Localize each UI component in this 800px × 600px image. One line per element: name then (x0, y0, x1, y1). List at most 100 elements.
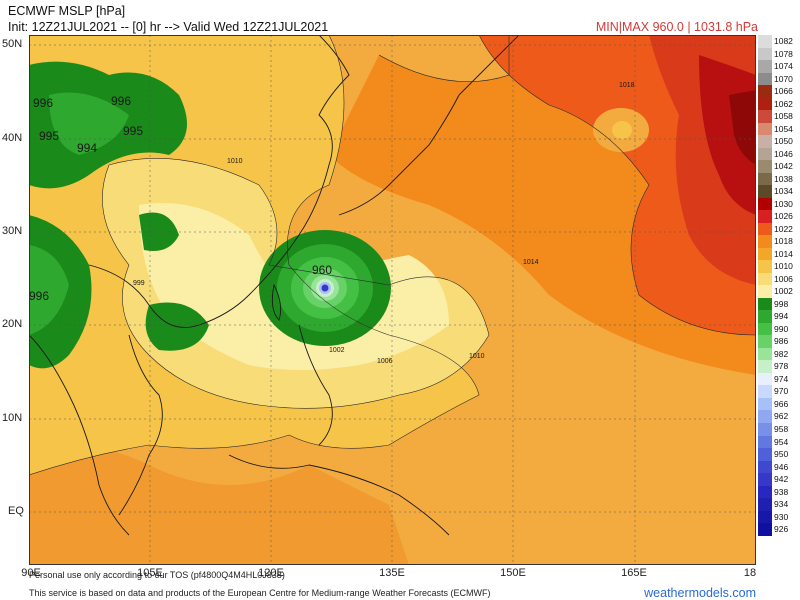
colorbar-level-label: 966 (774, 398, 789, 409)
lat-label-50n: 50N (2, 38, 23, 50)
lon-label-120e: 120E (258, 567, 284, 579)
isobar-lines (29, 35, 756, 476)
colorbar-swatch (758, 410, 772, 423)
colorbar-row: 1038 (758, 172, 800, 186)
brand-link[interactable]: weathermodels.com (644, 586, 756, 600)
colorbar-swatch (758, 85, 772, 98)
contour-label-996: 996 (33, 96, 53, 110)
colorbar-level-label: 1030 (774, 198, 793, 209)
colorbar-swatch (758, 397, 772, 411)
map-frame (29, 35, 756, 565)
colorbar-row: 1062 (758, 97, 800, 111)
init-valid-line: Init: 12Z21JUL2021 -- [0] hr --> Valid W… (8, 20, 329, 34)
coastline-china (88, 35, 350, 328)
colorbar-row: 978 (758, 360, 800, 373)
colorbar-level-label: 998 (774, 298, 789, 309)
colorbar-swatch (758, 122, 772, 136)
colorbar-level-label: 986 (774, 336, 789, 347)
lat-label-40n: 40N (2, 132, 23, 144)
colorbar-swatch (758, 422, 772, 436)
lat-label-10n: 10N (2, 412, 23, 424)
colorbar-level-label: 1058 (774, 111, 793, 122)
colorbar-swatch (758, 222, 772, 236)
contour-label-1018: 1018 (619, 82, 635, 89)
colorbar-swatch (758, 260, 772, 273)
contour-label-1010: 1010 (469, 353, 485, 360)
colorbar-row: 950 (758, 448, 800, 461)
colorbar-level-label: 982 (774, 348, 789, 359)
colorbar-swatch (758, 197, 772, 211)
colorbar-level-label: 1082 (774, 36, 793, 46)
colorbar-level-label: 1046 (774, 148, 793, 159)
contour-label-995: 995 (39, 129, 59, 143)
colorbar-row: 962 (758, 410, 800, 423)
contour-label-group: 960 995 995 994 996 996 996 1010 1010 10… (29, 82, 635, 365)
colorbar-swatch (758, 172, 772, 186)
lon-label-90e: 90E (21, 567, 41, 579)
colorbar-row: 934 (758, 498, 800, 511)
colorbar-row: 930 (758, 510, 800, 524)
colorbar-swatch (758, 523, 772, 536)
lon-label-18: 18 (743, 567, 757, 579)
colorbar-swatch (758, 335, 772, 348)
colorbar-row: 946 (758, 460, 800, 474)
colorbar-swatch (758, 473, 772, 486)
contour-label-1014: 1014 (523, 259, 539, 266)
pressure-map: 960 995 995 994 996 996 996 1010 1010 10… (29, 35, 756, 565)
ecmwf-attribution: This service is based on data and produc… (29, 588, 491, 598)
colorbar-level-label: 938 (774, 486, 789, 497)
colorbar-swatch (758, 322, 772, 336)
colorbar-row: 926 (758, 523, 800, 536)
colorbar-swatch (758, 448, 772, 461)
contour-label-center: 960 (312, 263, 332, 277)
min-max-readout: MIN|MAX 960.0 | 1031.8 hPa (595, 20, 758, 34)
colorbar-level-label: 926 (774, 524, 789, 535)
lon-label-105e: 105E (137, 567, 163, 579)
contour-label-996: 996 (111, 94, 131, 108)
coastline-taiwan (271, 283, 282, 321)
contour-label-994: 994 (77, 141, 97, 155)
colorbar-swatch (758, 310, 772, 323)
colorbar-level-label: 1026 (774, 211, 793, 222)
colorbar-level-label: 974 (774, 373, 789, 384)
typhoon-contours (259, 230, 391, 346)
colorbar-level-label: 1010 (774, 261, 793, 272)
colorbar-swatch (758, 60, 772, 73)
colorbar-level-label: 978 (774, 361, 789, 372)
contour-label-1010: 1010 (227, 158, 243, 165)
colorbar-level-label: 970 (774, 386, 789, 397)
colorbar-swatch (758, 272, 772, 286)
colorbar-level-label: 1074 (774, 61, 793, 72)
colorbar-row: 1030 (758, 197, 800, 211)
colorbar-row: 1018 (758, 235, 800, 248)
lon-label-165e: 165E (621, 567, 647, 579)
colorbar-level-label: 1006 (774, 273, 793, 284)
coastline-indochina (118, 334, 163, 516)
low-region-northwest-inner (49, 92, 129, 155)
colorbar-row: 1054 (758, 122, 800, 136)
isobar-1010 (29, 35, 480, 476)
typhoon-eye (321, 284, 329, 292)
colorbar-level-label: 934 (774, 499, 789, 510)
colorbar-level-label: 1066 (774, 86, 793, 97)
colorbar-row: 938 (758, 485, 800, 499)
colorbar-swatch (758, 72, 772, 86)
pressure-field-1014b (29, 447, 409, 565)
colorbar-row: 1078 (758, 47, 800, 61)
colorbar-swatch (758, 110, 772, 123)
colorbar-swatch (758, 247, 772, 261)
colorbar-level-label: 1078 (774, 48, 793, 59)
pressure-map-svg: 960 995 995 994 996 996 996 1010 1010 10… (29, 35, 756, 565)
colorbar-level-label: 994 (774, 311, 789, 322)
pressure-field-core (729, 90, 756, 165)
colorbar-row: 1070 (758, 72, 800, 86)
colorbar-level-label: 1018 (774, 236, 793, 247)
contour-label-995: 995 (123, 124, 143, 138)
colorbar-swatch (758, 510, 772, 524)
contour-label-1006: 1006 (377, 358, 393, 365)
colorbar-swatch (758, 135, 772, 148)
colorbar-row: 1034 (758, 185, 800, 198)
contour-label-996: 996 (29, 289, 49, 303)
colorbar-row: 1014 (758, 247, 800, 261)
colorbar-row: 970 (758, 385, 800, 398)
